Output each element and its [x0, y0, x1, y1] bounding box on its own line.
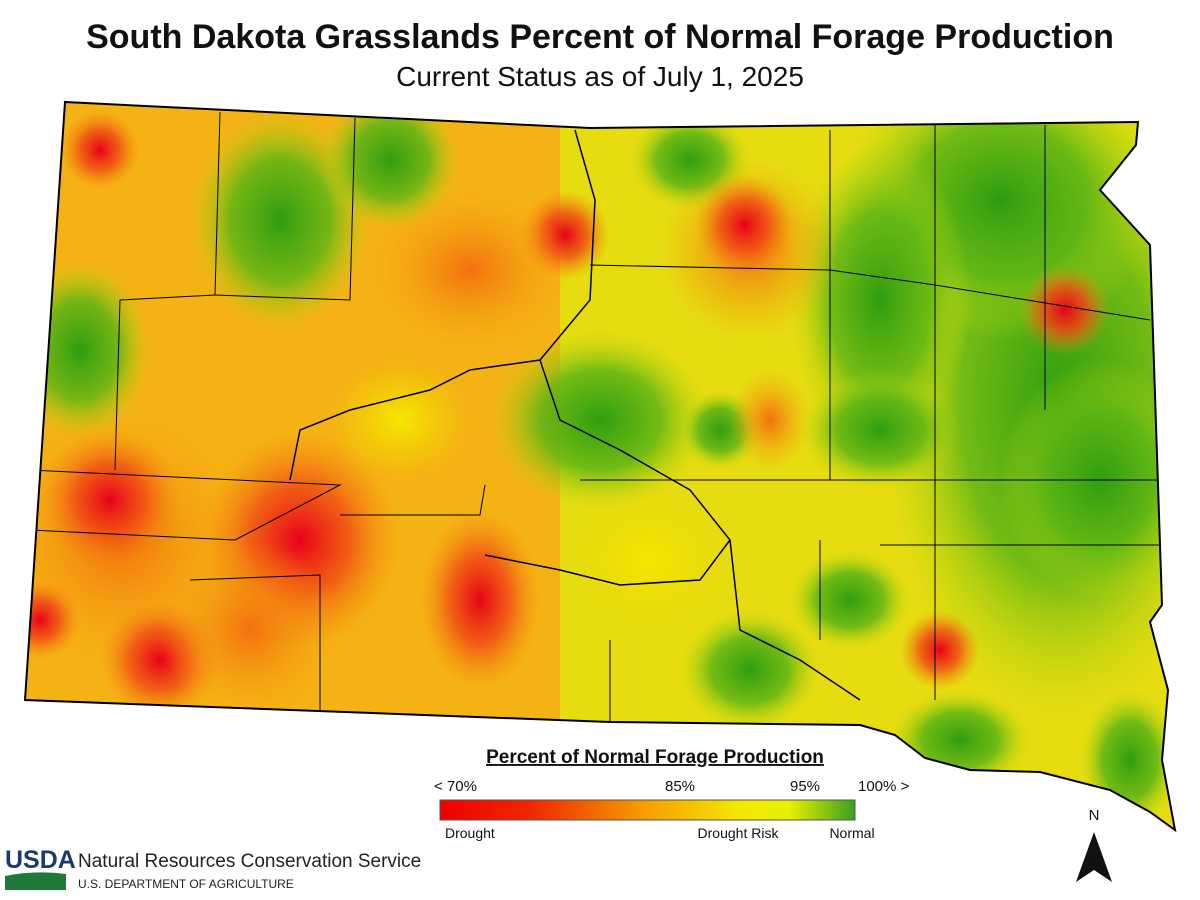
- category-label: Drought: [445, 825, 495, 841]
- scale-label: 85%: [665, 778, 695, 795]
- legend: Percent of Normal Forage Production < 70…: [434, 747, 910, 841]
- usda-logo-swoosh: [5, 872, 66, 890]
- footer: USDA Natural Resources Conservation Serv…: [5, 846, 421, 891]
- legend-color-bar: [439, 799, 856, 821]
- white-river: [484, 539, 731, 586]
- county-lines: [29, 111, 1160, 722]
- north-arrow-icon: [1076, 832, 1112, 882]
- subtitle: Current Status as of July 1, 2025: [396, 61, 804, 92]
- forage-map: [25, 102, 1175, 830]
- agency-name: Natural Resources Conservation Service: [78, 851, 421, 872]
- north-label: N: [1089, 807, 1100, 824]
- scale-label: < 70%: [434, 778, 477, 795]
- north-arrow: N: [1076, 807, 1112, 882]
- department-name: U.S. DEPARTMENT OF AGRICULTURE: [78, 877, 294, 891]
- category-label: Normal: [829, 825, 874, 841]
- scale-label: 100% >: [858, 778, 910, 795]
- missouri-river: [289, 129, 861, 701]
- scale-label: 95%: [790, 778, 820, 795]
- legend-title: Percent of Normal Forage Production: [486, 747, 824, 768]
- category-label: Drought Risk: [698, 825, 780, 841]
- title: South Dakota Grasslands Percent of Norma…: [86, 18, 1114, 56]
- state-outline: [23, 100, 1177, 833]
- usda-logo: USDA: [5, 846, 76, 874]
